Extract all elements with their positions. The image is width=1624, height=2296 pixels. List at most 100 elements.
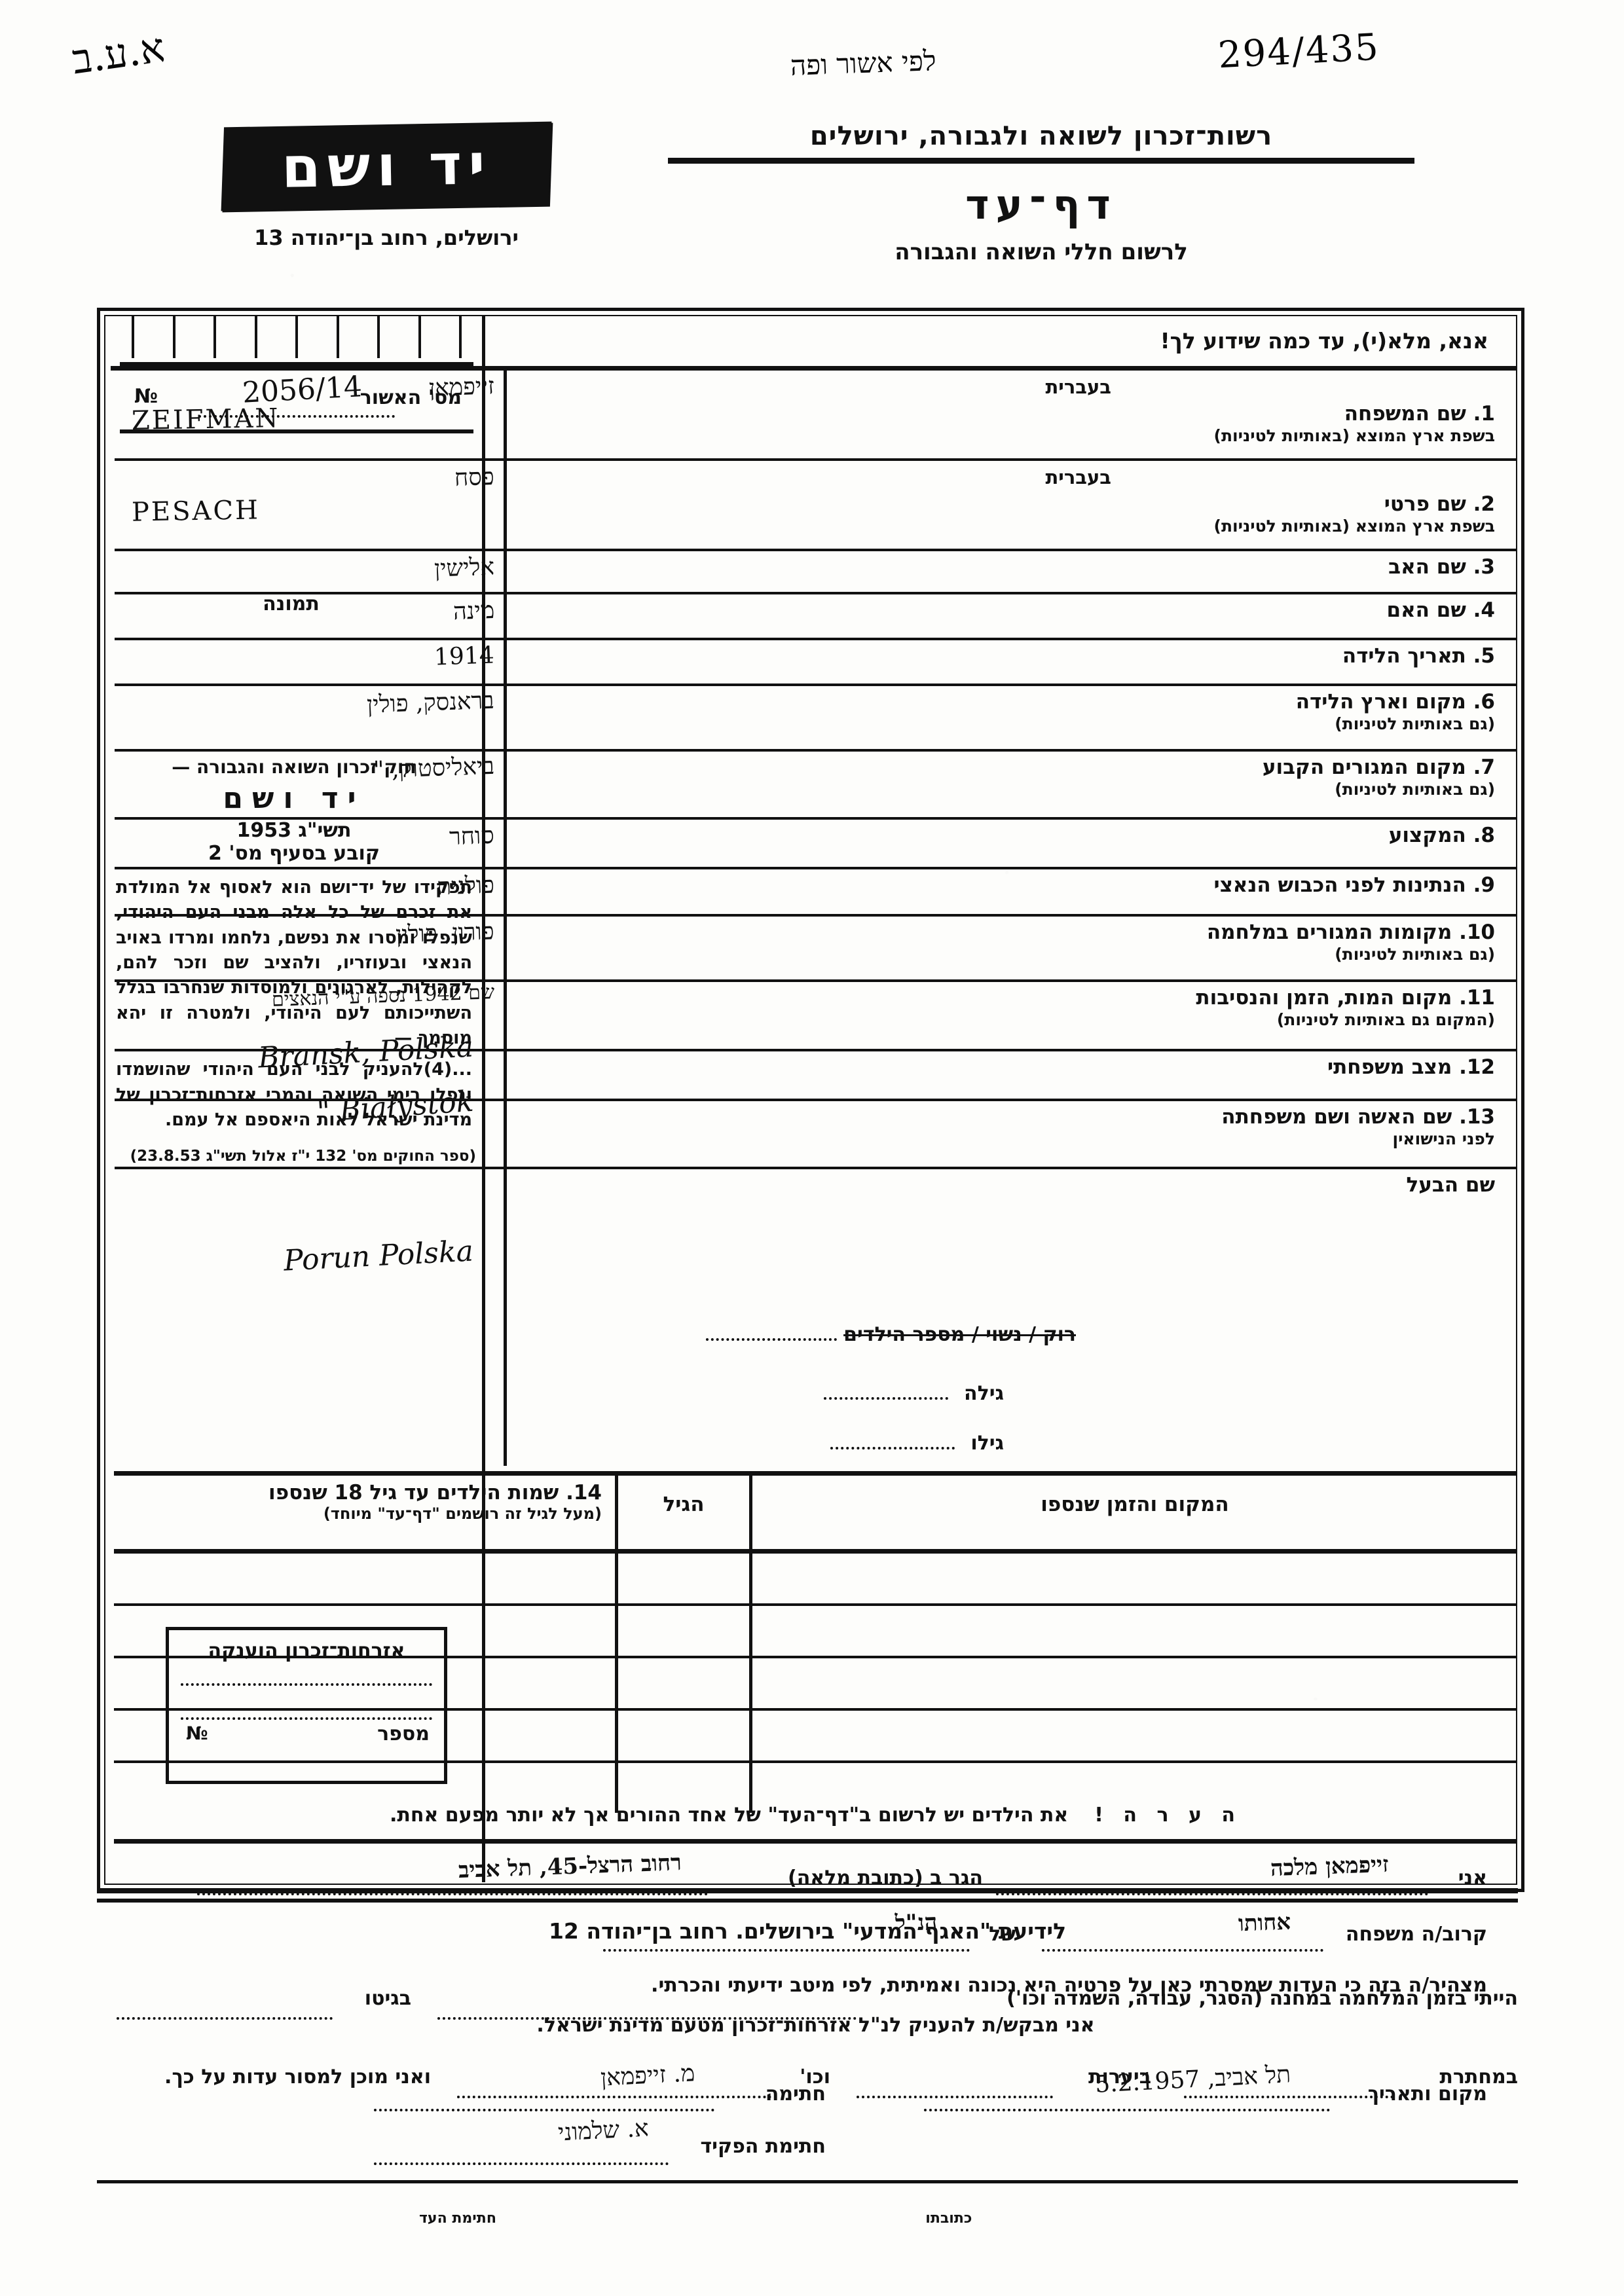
answer-2-latin: PESACH [131,495,261,528]
cell-age[interactable] [615,1658,752,1708]
table-row[interactable] [114,1711,1517,1763]
form-frame: אנא, מלא(י), עד כמה שידוע לך! בעברית 1. … [97,308,1524,2165]
children-col-place-header: המקום והזמן שנספו [752,1476,1517,1549]
tick-mark [418,316,421,358]
law-body-text-2: ...(4)להעניק לבני העם היהודי שהושמדו ונפ… [116,1059,472,1130]
clerk-signature-input[interactable] [374,2162,669,2165]
field-11-number: 11. [1459,986,1495,1010]
certificate-fill-line [198,415,395,418]
instruction-divider [111,366,1517,371]
cell-place[interactable] [752,1554,1517,1603]
marital-status-options-text: רוק / נשוי / מספר הילדים [843,1323,1076,1346]
bottom-heading: לידיעת "האגף המדעי" בירושלים. רחוב בן־יה… [548,1918,1067,1944]
cell-age[interactable] [615,1606,752,1656]
wife-age-label-text: גילה [964,1382,1004,1405]
ghetto-label: בגיטו [364,1987,411,2010]
bottom-frame-rule [97,2180,1518,2183]
instruction-text: אנא, מלא(י), עד כמה שידוע לך! [1160,327,1488,354]
children-col-age-header: הגיל [615,1476,752,1549]
answer-5-hebrew: 1914 [434,642,495,671]
field-5-label: תאריך הלידה [1342,644,1466,668]
answer-row-7: ביאליסטוק, " [115,752,504,820]
field-row-10: 10. מקומות המגורים במלחמה (גם באותיות לט… [507,917,1517,982]
cell-name[interactable] [117,1711,615,1760]
answer-row-13 [115,1101,504,1169]
field-12-label: מצב משפחתי [1327,1055,1452,1079]
field-2-hebrew-tag: בעברית [1045,466,1112,488]
camp-input[interactable] [437,2017,857,2020]
relation-input[interactable] [1042,1949,1323,1952]
field-10-number: 10. [1459,920,1495,944]
witness-address-label: כתובתו [925,2210,972,2227]
declarant-input[interactable] [996,1893,1428,1895]
cell-age[interactable] [615,1763,752,1813]
answer-3-hebrew: אלישין [434,553,495,583]
answer-row-12 [115,1051,504,1101]
tick-mark [459,316,462,358]
field-3-number: 3. [1473,555,1495,579]
field-6-number: 6. [1473,690,1495,714]
marital-status-options[interactable]: רוק / נשוי / מספר הילדים [705,1323,1076,1346]
willing-to-testify-label: ואני מוכן למסור עדות על כך. [164,2066,431,2088]
field-13-sub: לפני הנישואין [1392,1129,1495,1148]
tick-mark [213,316,216,358]
answer-row-10: פורון, פולין [115,917,504,982]
field-7-sub: (גם באותיות לטיניות) [1335,779,1495,799]
of-input[interactable] [603,1949,970,1952]
spouse-name-label: שם הבעל [1406,1173,1496,1197]
ghetto-input[interactable] [117,2017,333,2020]
page-title: דף־עד [965,181,1117,228]
bottom-section: לידיעת "האגף המדעי" בירושלים. רחוב בן־יה… [97,1918,1518,2115]
logo-address: ירושלים, רחוב בן־יהודה 13 [254,225,519,250]
field-row-7: 7. מקום המגורים הקבוע (גם באותיות לטיניו… [507,752,1517,820]
place-date-input[interactable] [924,2109,1330,2111]
forests-input[interactable] [857,2096,1053,2098]
field-4-label: שם האם [1386,598,1466,622]
header-titles: רשות־זכרון לשואה ולגבורה, ירושלים דף־עד … [655,121,1428,265]
field-4-number: 4. [1473,598,1495,622]
answer-row-spouse [115,1169,504,1218]
certificate-number-row: מס' האשור № 2056/14 [120,367,473,427]
field-row-6: 6. מקום וארץ הלידה (גם באותיות לטיניות) [507,686,1517,752]
spouse-name-row: שם הבעל [507,1169,1517,1218]
witness-signature-labels: כתובתו חתימת העד [419,2210,972,2227]
table-row[interactable] [114,1763,1517,1813]
table-row[interactable] [114,1554,1517,1606]
etc-input[interactable] [457,2096,771,2098]
tick-mark [172,316,175,358]
cell-age[interactable] [615,1711,752,1760]
underground-input[interactable] [1184,2096,1393,2098]
field-row-1: בעברית 1. שם המשפחה בשפת ארץ המוצא (באות… [507,371,1517,461]
law-text-block: חוק זכרון השואה והגבורה — יד ושם תשי"ג 1… [112,756,476,1167]
signature-input[interactable] [374,2109,714,2111]
cell-place[interactable] [752,1658,1517,1708]
answer-row-5: 1914 [115,640,504,686]
camp-line: הייתי בזמן המלחמה במחנה (הסגר, עבודה, הש… [97,1974,1518,2037]
field-5-number: 5. [1473,644,1495,668]
table-row[interactable] [114,1658,1517,1711]
cell-place[interactable] [752,1606,1517,1656]
cell-name[interactable] [117,1658,615,1708]
bottom-divider-1 [97,1888,1518,1893]
cell-age[interactable] [615,1554,752,1603]
memorial-citizenship-box: אזרחות־זכרון הוענקה מספר № [166,1627,447,1784]
children-col-names-sub: (מעל לגיל זה רושמים "דף־עד" מיוחד) [323,1504,602,1523]
residence-input[interactable] [197,1893,708,1895]
answer-row-8: סוחר [115,820,504,869]
wife-age-label: גילה [823,1382,1004,1405]
cell-place[interactable] [752,1711,1517,1760]
field-2-number: 2. [1473,492,1495,516]
marginalia-top-center: לפי אשור ופה [790,45,937,82]
law-year: תשי"ג 1953 [236,819,352,842]
logo-text: יד ושם [280,132,492,201]
field-1-hebrew-tag: בעברית [1045,376,1112,398]
field-7-label: מקום המגורים הקבוע [1262,756,1466,779]
logo-box: יד ושם [221,121,552,211]
table-row[interactable] [114,1606,1517,1658]
cell-name[interactable] [117,1554,615,1603]
clerk-signature-value: א. שלמוני [557,2115,650,2147]
column-divider-labels [504,366,507,1466]
cell-name[interactable] [117,1606,615,1656]
field-8-label: המקצוע [1388,824,1466,847]
